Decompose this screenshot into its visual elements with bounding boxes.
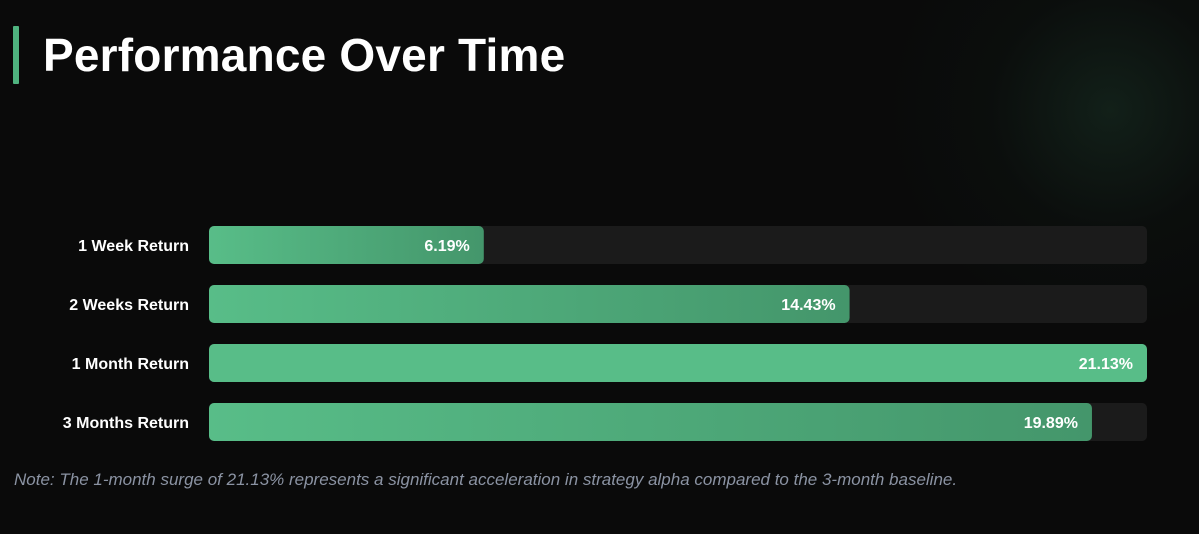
chart-note: Note: The 1-month surge of 21.13% repres… <box>14 470 958 489</box>
value-label-2-weeks-return: 14.43% <box>781 297 835 314</box>
title-block: Performance Over Time <box>13 26 565 84</box>
bars-group: 1 Week Return 6.19% 2 Weeks Return 14.43% 1 … <box>63 226 1147 441</box>
category-label-1-month-return: 1 Month Return <box>72 356 189 373</box>
bar-3-months-return <box>209 403 1092 441</box>
bar-1-week-return <box>209 226 484 264</box>
category-label-2-weeks-return: 2 Weeks Return <box>69 297 189 314</box>
value-label-3-months-return: 19.89% <box>1024 415 1078 432</box>
bar-2-weeks-return <box>209 285 850 323</box>
value-label-1-week-return: 6.19% <box>424 238 469 255</box>
value-label-1-month-return: 21.13% <box>1079 356 1133 373</box>
category-label-1-week-return: 1 Week Return <box>78 238 189 255</box>
title-accent-bar <box>13 26 19 84</box>
bar-1-month-return <box>209 344 1147 382</box>
category-label-3-months-return: 3 Months Return <box>63 415 189 432</box>
page-title: Performance Over Time <box>43 29 566 81</box>
